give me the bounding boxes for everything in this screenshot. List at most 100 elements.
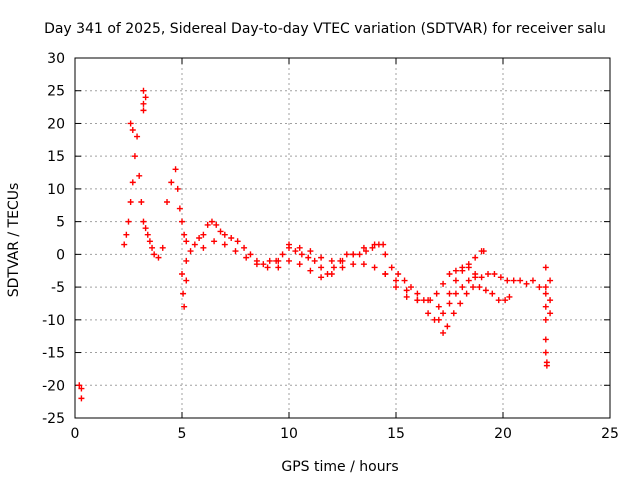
data-point xyxy=(470,284,477,291)
series-track-upper xyxy=(275,241,387,264)
data-point xyxy=(211,238,218,245)
data-point xyxy=(440,280,447,287)
plot-border xyxy=(74,57,611,419)
data-point xyxy=(168,179,175,186)
y-tick-label: 25 xyxy=(47,84,65,100)
data-point xyxy=(403,293,410,300)
data-point xyxy=(452,290,459,297)
data-point xyxy=(478,274,485,281)
data-point xyxy=(78,385,85,392)
data-point xyxy=(318,274,325,281)
data-point xyxy=(131,153,138,160)
data-point xyxy=(136,172,143,179)
y-axis-label: SDTVAR / TECUs xyxy=(6,183,22,298)
data-point xyxy=(542,349,549,356)
data-point xyxy=(446,300,453,307)
data-point xyxy=(221,231,228,238)
data-point xyxy=(307,248,314,255)
data-point xyxy=(440,329,447,336)
data-point xyxy=(159,244,166,251)
x-axis-label: GPS time / hours xyxy=(281,459,398,475)
data-point xyxy=(266,257,273,264)
data-point xyxy=(425,310,432,317)
data-point xyxy=(371,264,378,271)
data-point xyxy=(497,274,504,281)
data-point xyxy=(356,251,363,258)
y-tick-label: 15 xyxy=(47,149,65,165)
data-point xyxy=(414,290,421,297)
data-point xyxy=(465,261,472,268)
data-point xyxy=(260,261,267,268)
data-point xyxy=(129,179,136,186)
data-point xyxy=(330,264,337,271)
data-point xyxy=(180,290,187,297)
data-point xyxy=(129,127,136,133)
data-point xyxy=(232,248,239,255)
data-point xyxy=(463,290,470,297)
data-point xyxy=(465,277,472,284)
data-point xyxy=(472,254,479,261)
data-point xyxy=(542,303,549,310)
data-point xyxy=(286,241,292,248)
data-point xyxy=(196,235,203,241)
data-point xyxy=(213,221,220,228)
data-point xyxy=(510,277,517,284)
data-point xyxy=(275,264,282,271)
data-point xyxy=(279,251,286,258)
data-point xyxy=(401,277,408,284)
data-point xyxy=(172,166,179,173)
data-point xyxy=(495,297,502,304)
data-point xyxy=(440,310,447,317)
data-point xyxy=(502,297,509,304)
data-point xyxy=(174,185,181,192)
data-point xyxy=(247,251,254,258)
data-point xyxy=(414,297,421,304)
data-point xyxy=(459,284,466,291)
y-tick-label: 0 xyxy=(56,247,65,263)
data-point xyxy=(435,303,442,310)
data-point xyxy=(318,264,325,271)
series-vertical-drops xyxy=(76,87,554,402)
data-point xyxy=(121,241,128,248)
y-tick-label: 10 xyxy=(47,182,65,198)
data-point xyxy=(542,284,549,291)
series-track-late-low xyxy=(382,271,513,336)
y-tick-label: 5 xyxy=(56,215,65,231)
data-point xyxy=(78,395,85,402)
data-point xyxy=(395,271,402,277)
data-point xyxy=(446,290,453,297)
data-point xyxy=(339,257,346,264)
data-point xyxy=(183,277,190,284)
data-point xyxy=(228,235,235,241)
data-point xyxy=(127,120,134,127)
data-point xyxy=(200,231,207,238)
data-point xyxy=(547,277,554,284)
data-point xyxy=(350,261,357,268)
data-point xyxy=(452,277,459,284)
grid-layer xyxy=(75,58,610,418)
data-point xyxy=(435,316,442,323)
data-point xyxy=(360,261,367,268)
data-point xyxy=(482,287,489,294)
x-tick-label: 25 xyxy=(601,426,619,442)
data-point xyxy=(311,257,318,264)
data-point xyxy=(183,238,190,245)
data-point xyxy=(275,257,282,264)
data-point xyxy=(307,267,314,274)
data-point xyxy=(542,290,549,297)
data-point xyxy=(517,277,524,284)
data-point xyxy=(446,271,453,277)
data-point xyxy=(140,218,147,225)
y-tick-label: -15 xyxy=(42,346,65,362)
data-point xyxy=(191,241,198,248)
data-point xyxy=(542,316,549,323)
data-point xyxy=(204,221,211,228)
data-point xyxy=(208,218,215,225)
data-point xyxy=(127,199,134,205)
data-point xyxy=(393,284,399,291)
data-point xyxy=(144,231,151,238)
data-point xyxy=(123,231,130,238)
data-point xyxy=(142,94,149,101)
data-point xyxy=(328,271,335,277)
